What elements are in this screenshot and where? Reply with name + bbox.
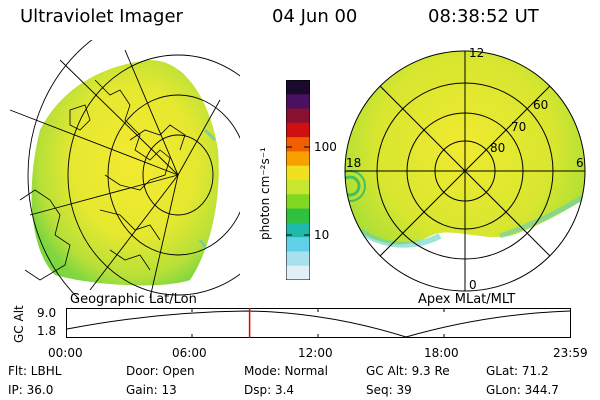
timeline-xtick-2359: 23:59 <box>553 346 588 360</box>
colorbar-tick-100: 100 <box>314 140 337 154</box>
seq-info: Seq: 39 <box>366 383 412 397</box>
colorbar-cell <box>286 122 310 138</box>
time-label: 08:38:52 UT <box>428 6 539 27</box>
colorbar-cell <box>286 180 310 195</box>
timeline-ytick-1.8: 1.8 <box>37 324 57 338</box>
mlt-label-6: 6 <box>576 156 584 170</box>
colorbar-cell <box>286 80 310 95</box>
colorbar-cell <box>286 165 310 181</box>
mlat-label-80: 80 <box>490 141 506 155</box>
timeline-xtick-0600: 06:00 <box>172 346 207 360</box>
colorbar-cell <box>286 251 310 267</box>
geographic-caption: Geographic Lat/Lon <box>70 292 197 307</box>
mlt-label-0: 0 <box>469 278 477 292</box>
timeline-ytick-9: 9.0 <box>37 306 57 320</box>
timeline-xtick-1200: 12:00 <box>298 346 333 360</box>
dsp-info: Dsp: 3.4 <box>244 383 295 397</box>
colorbar-cell <box>286 265 310 280</box>
timeline-ylabel: GC Alt <box>12 305 26 343</box>
timeline-xtick-1800: 18:00 <box>424 346 459 360</box>
colorbar-cell <box>286 137 310 152</box>
mlat-label-60: 60 <box>533 98 549 112</box>
geographic-globe-image <box>9 40 240 298</box>
timeline-xtick-0000: 00:00 <box>48 346 83 360</box>
mlat-label-70: 70 <box>511 120 527 134</box>
ip-info: IP: 36.0 <box>8 383 54 397</box>
colorbar-unit-label: photon cm⁻²s⁻¹ <box>258 147 272 240</box>
gc-alt-info: GC Alt: 9.3 Re <box>366 364 450 378</box>
gain-info: Gain: 13 <box>126 383 177 397</box>
colorbar-cell <box>286 194 310 210</box>
glat-info: GLat: 71.2 <box>486 364 549 378</box>
glon-info: GLon: 344.7 <box>486 383 559 397</box>
instrument-title: Ultraviolet Imager <box>20 6 183 27</box>
polar-mlat-mlt-plot <box>344 50 586 292</box>
colorbar-tick-10: 10 <box>314 228 330 242</box>
colorbar-cell <box>286 94 310 110</box>
colorbar-cell <box>286 237 310 252</box>
mlt-label-18: 18 <box>346 156 362 170</box>
date-label: 04 Jun 00 <box>272 6 358 27</box>
door-info: Door: Open <box>126 364 195 378</box>
mlt-label-12: 12 <box>469 46 485 60</box>
filter-info: Flt: LBHL <box>8 364 62 378</box>
apex-caption: Apex MLat/MLT <box>418 292 516 307</box>
colorbar <box>286 80 310 280</box>
colorbar-cell <box>286 108 310 124</box>
colorbar-cell <box>286 208 310 224</box>
timeline-plot <box>66 308 571 338</box>
colorbar-cell <box>286 151 310 167</box>
mode-info: Mode: Normal <box>244 364 328 378</box>
colorbar-cell <box>286 222 310 238</box>
